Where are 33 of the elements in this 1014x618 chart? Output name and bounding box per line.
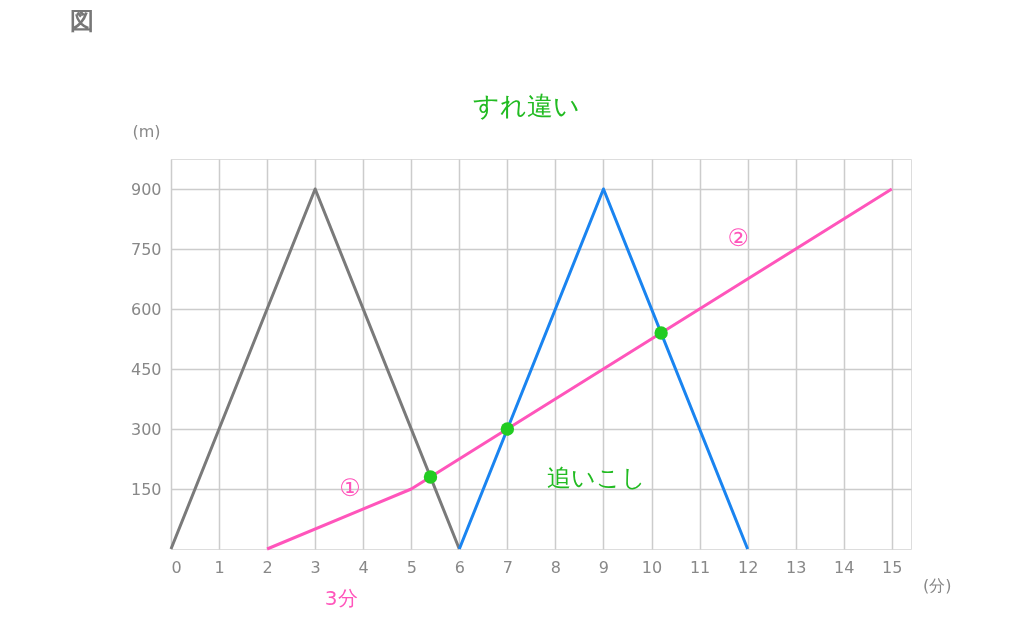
x-tick-label: 15 [882, 557, 903, 577]
x-tick-label: 6 [454, 557, 465, 577]
x-tick-label: 4 [358, 557, 369, 577]
x-tick-label: 10 [641, 557, 663, 577]
x-tick-label: 3 [310, 557, 321, 577]
y-axis-title: (m) [132, 121, 161, 141]
annotation: 追いこし [547, 464, 647, 492]
text: 3分 [324, 586, 358, 610]
y-tick-label: 900 [130, 179, 162, 199]
chart-title: 図 [70, 7, 95, 35]
point [654, 326, 668, 340]
point [423, 470, 438, 484]
x-tick-label: 1 [214, 557, 225, 577]
y-tick-label: 450 [130, 359, 162, 379]
annotation: ① [339, 474, 361, 502]
text: すれ違い [472, 91, 580, 121]
annotation: ② [727, 224, 750, 252]
y-tick-label: 750 [130, 239, 162, 259]
x-axis-title: (分) [923, 575, 952, 595]
x-tick-label: 9 [598, 557, 610, 577]
y-tick-label: 150 [130, 479, 162, 499]
y-tick-label: 300 [130, 419, 162, 439]
x-tick-label: 14 [834, 557, 855, 577]
x-tick-label: 7 [502, 557, 513, 577]
x-tick-label: 0 [171, 557, 182, 577]
x-tick-label: 11 [689, 557, 711, 577]
x-tick-label: 12 [737, 557, 759, 577]
x-tick-label: 5 [406, 557, 417, 577]
x-tick-label: 2 [262, 557, 273, 577]
point [500, 422, 515, 436]
y-tick-label: 600 [130, 299, 162, 319]
x-tick-label: 8 [550, 557, 562, 577]
x-tick-label: 13 [786, 557, 807, 577]
